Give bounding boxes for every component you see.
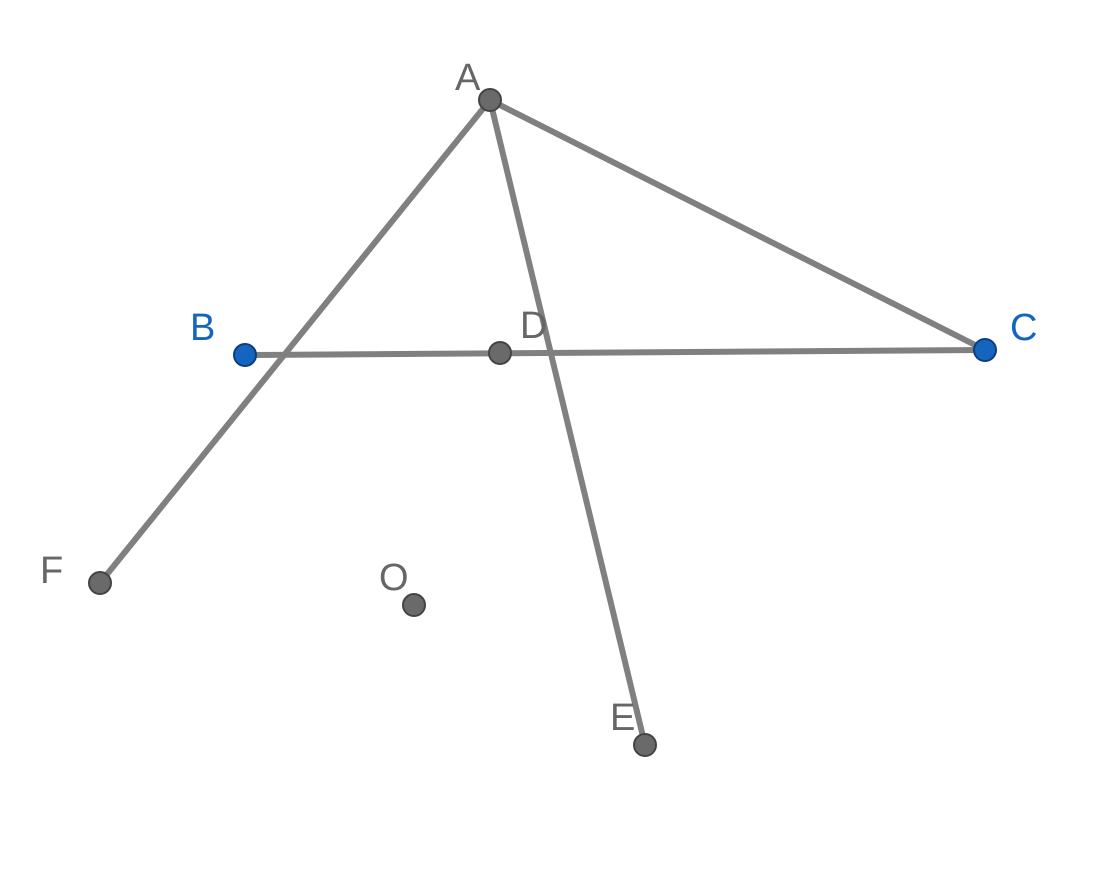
label-D: D <box>520 305 547 347</box>
point-E[interactable] <box>634 734 656 756</box>
point-C[interactable] <box>974 339 996 361</box>
labels-group: A B C D E F O <box>40 57 1037 739</box>
segment-AC <box>490 100 985 350</box>
label-C: C <box>1010 307 1037 349</box>
geometry-diagram: A B C D E F O <box>0 0 1104 872</box>
label-F: F <box>40 550 63 592</box>
label-B: B <box>190 307 215 349</box>
segment-AE <box>490 100 645 745</box>
label-O: O <box>379 557 409 599</box>
segment-AF <box>100 100 490 583</box>
point-D[interactable] <box>489 342 511 364</box>
segments-group <box>100 100 985 745</box>
segment-BC <box>245 350 985 355</box>
label-E: E <box>610 697 635 739</box>
label-A: A <box>455 57 481 99</box>
point-F[interactable] <box>89 572 111 594</box>
point-A[interactable] <box>479 89 501 111</box>
point-B[interactable] <box>234 344 256 366</box>
points-group <box>89 89 996 756</box>
